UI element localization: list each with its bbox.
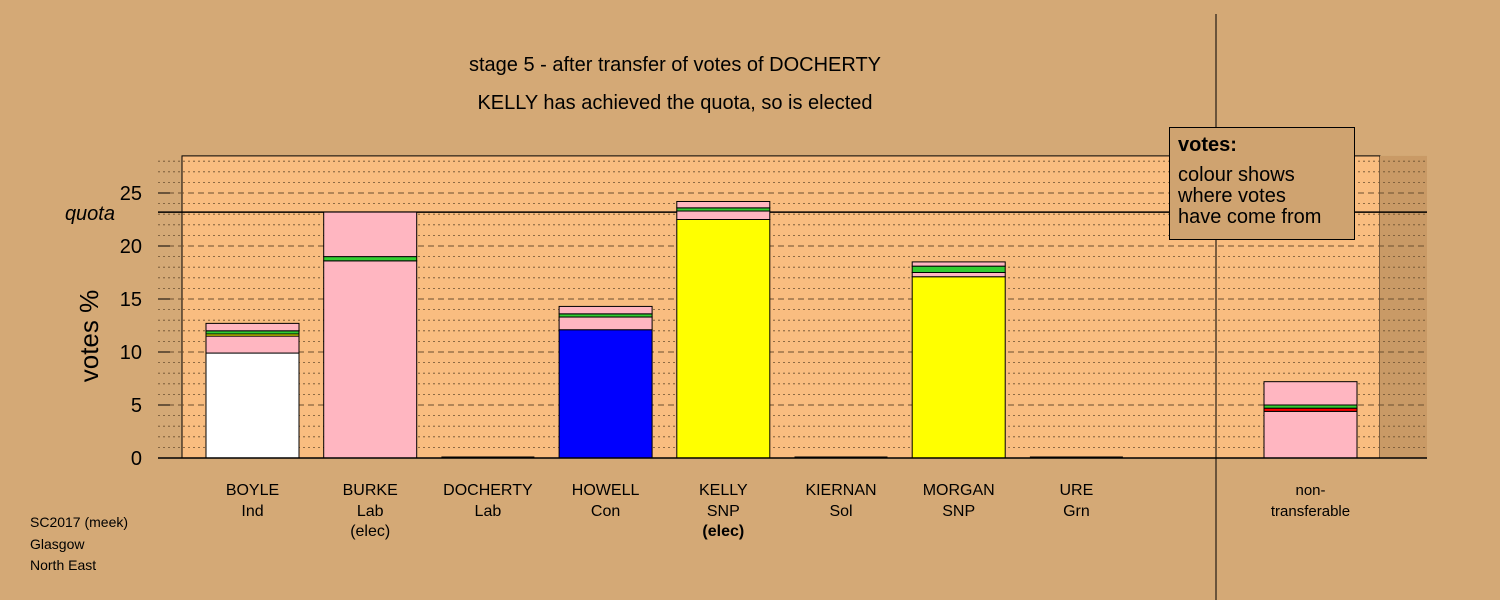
y-axis-label: votes %: [74, 290, 104, 383]
bar-segment: [205, 322, 300, 332]
bar-segment: [205, 335, 300, 354]
elected-label: (elec): [702, 523, 744, 540]
bar-segment: [558, 316, 653, 331]
legend-line: have come from: [1178, 206, 1322, 228]
right-strip: [1380, 155, 1427, 458]
chart-subtitle: KELLY has achieved the quota, so is elec…: [477, 92, 873, 114]
candidate-name-label: MORGAN: [923, 482, 995, 499]
bar-segment: [911, 261, 1006, 267]
bar-segment: [911, 265, 1006, 274]
nontransferable-label: non-: [1295, 482, 1325, 499]
bar-segment: [676, 219, 771, 459]
candidate-name-label: BURKE: [343, 482, 398, 499]
bar-segment: [205, 352, 300, 459]
y-tick-label: 10: [120, 342, 142, 364]
candidate-name-label: DOCHERTY: [443, 482, 533, 499]
party-label: Ind: [241, 503, 263, 520]
legend-heading: votes:: [1178, 134, 1237, 156]
bar-segment: [558, 305, 653, 315]
bar-segment: [676, 210, 771, 221]
nontransferable-label: transferable: [1271, 503, 1350, 520]
chart-title: stage 5 - after transfer of votes of DOC…: [468, 54, 881, 76]
party-label: Sol: [829, 503, 852, 520]
footer-council: Glasgow: [30, 536, 85, 552]
party-label: Lab: [475, 503, 502, 520]
elected-label: (elec): [350, 523, 390, 540]
bar-segment: [911, 276, 1006, 459]
legend-line: where votes: [1178, 185, 1286, 207]
bar-segment: [911, 272, 1006, 278]
candidate-name-label: URE: [1060, 482, 1094, 499]
footer-ward: North East: [30, 557, 97, 573]
y-tick-label: 25: [120, 183, 142, 205]
candidate-name-label: BOYLE: [226, 482, 279, 499]
party-label: SNP: [707, 503, 740, 520]
candidate-name-label: KELLY: [699, 482, 748, 499]
candidate-name-label: KIERNAN: [805, 482, 876, 499]
party-label: Lab: [357, 503, 384, 520]
candidate-name-label: HOWELL: [572, 482, 640, 499]
nontransferable-segment: [1263, 410, 1358, 459]
bar-segment: [323, 211, 418, 258]
party-label: SNP: [942, 503, 975, 520]
quota-label: quota: [65, 203, 115, 225]
bar-segment: [676, 200, 771, 209]
y-tick-label: 5: [131, 395, 142, 417]
y-tick-label: 0: [131, 448, 142, 470]
nontransferable-segment: [1263, 381, 1358, 406]
legend-line: colour shows: [1178, 164, 1295, 186]
bar-segment: [323, 260, 418, 459]
legend-box: votes: colour shows where votes have com…: [1169, 127, 1355, 240]
y-tick-label: 15: [120, 289, 142, 311]
bar-segment: [558, 329, 653, 459]
footer-election: SC2017 (meek): [30, 514, 129, 530]
y-tick-label: 20: [120, 236, 142, 258]
party-label: Con: [591, 503, 620, 520]
party-label: Grn: [1063, 503, 1090, 520]
bar-segment: [323, 256, 418, 262]
